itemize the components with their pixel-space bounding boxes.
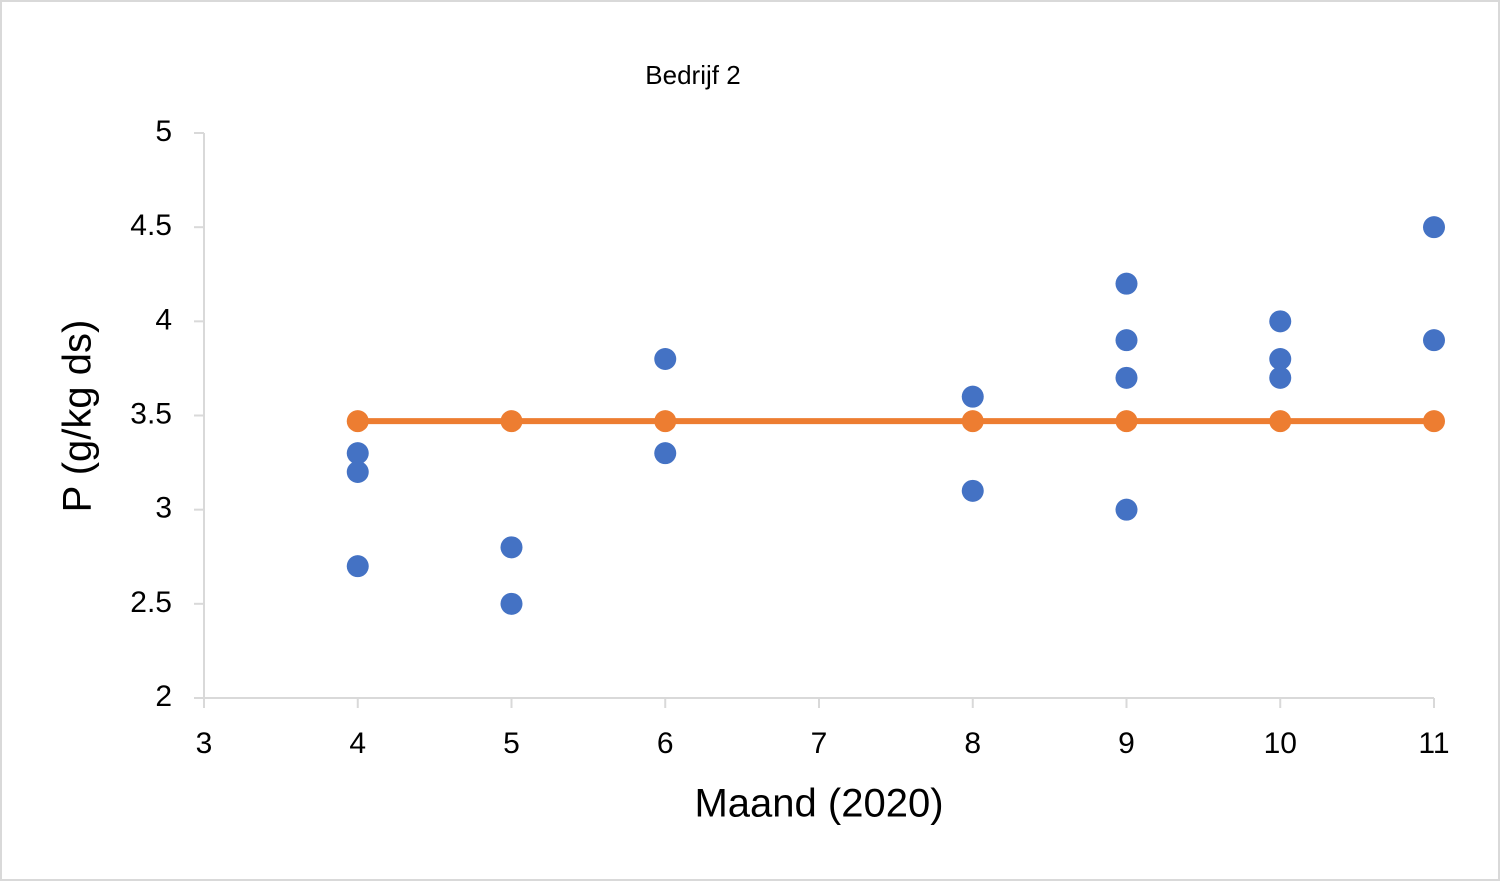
data-point [1115,272,1138,295]
x-tick-label: 6 [657,727,674,760]
x-tick-label: 9 [1118,727,1135,760]
data-point [961,385,984,408]
data-point [961,410,984,433]
y-tick-label: 4 [155,303,172,336]
y-tick-label: 2.5 [130,586,172,619]
data-point [654,410,677,433]
data-point [1115,498,1138,521]
data-point [1115,410,1138,433]
x-axis-title: Maand (2020) [694,782,943,826]
y-tick-label: 5 [155,115,172,148]
y-tick-label: 4.5 [130,209,172,242]
x-tick-label: 10 [1264,727,1297,760]
x-tick-label: 5 [503,727,520,760]
data-point [500,592,523,615]
data-point [961,479,984,502]
data-point [1423,410,1445,433]
x-tick-label: 4 [349,727,366,760]
x-tick-label: 8 [964,727,981,760]
data-point [1115,366,1138,389]
data-point [346,555,369,578]
x-tick-label: 11 [1418,727,1449,760]
data-point [1269,410,1292,433]
data-point [500,410,523,433]
chart-title: Bedrijf 2 [645,60,740,90]
data-point [1423,329,1445,352]
data-point [654,442,677,465]
data-point [654,348,677,370]
y-tick-label: 3.5 [130,397,172,430]
x-tick-label: 7 [811,727,828,760]
data-point [1423,216,1445,239]
data-point [346,461,369,483]
data-point [346,410,369,433]
data-point [346,442,369,465]
data-point [1269,348,1292,370]
data-point [1115,329,1138,352]
y-axis-title: P (g/kg ds) [56,320,100,513]
x-tick-label: 3 [196,727,213,760]
y-tick-label: 2 [155,680,172,713]
y-tick-label: 3 [155,492,172,525]
data-point [500,536,523,559]
data-point [1269,310,1292,333]
data-point [1269,366,1292,389]
